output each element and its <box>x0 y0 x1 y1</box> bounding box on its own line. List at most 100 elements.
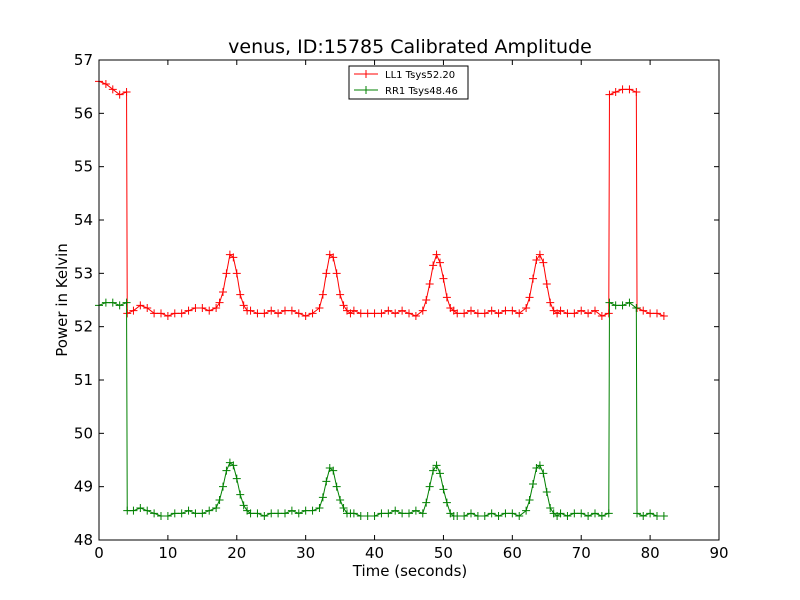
data-point <box>294 309 303 318</box>
data-point <box>222 269 231 278</box>
data-point <box>123 309 132 318</box>
data-point <box>429 466 438 475</box>
data-point <box>391 309 400 318</box>
x-tick-label: 30 <box>296 544 315 562</box>
data-point <box>239 501 248 510</box>
data-point <box>405 309 413 318</box>
x-axis-ticks: 0 10 20 30 40 50 60 70 80 90 <box>94 60 729 562</box>
data-point <box>122 298 131 307</box>
data-point <box>632 304 641 312</box>
data-point <box>639 512 648 520</box>
data-point <box>115 90 124 99</box>
data-point <box>329 253 338 262</box>
data-point <box>215 298 224 307</box>
data-point <box>281 509 289 518</box>
data-point <box>191 304 200 312</box>
x-tick-label: 20 <box>227 544 246 562</box>
y-tick-label: 51 <box>74 371 93 389</box>
x-tick-label: 0 <box>94 544 104 562</box>
data-point <box>570 509 579 518</box>
legend-label: LL1 Tsys52.20 <box>385 70 455 81</box>
data-point <box>535 250 544 259</box>
series-0 <box>95 77 668 320</box>
data-point <box>267 509 276 518</box>
data-point <box>418 306 427 315</box>
data-point <box>122 88 131 96</box>
data-point <box>232 474 241 483</box>
legend-marker <box>362 86 370 94</box>
data-point <box>322 269 331 278</box>
data-point <box>356 512 365 520</box>
data-point <box>363 309 372 318</box>
data-point <box>170 309 179 318</box>
data-point <box>515 512 524 520</box>
data-point <box>163 312 172 320</box>
data-point <box>301 506 310 515</box>
data-point <box>281 306 289 315</box>
data-point <box>429 261 438 270</box>
data-point <box>473 512 482 520</box>
data-point <box>339 504 348 512</box>
data-point <box>605 90 614 99</box>
data-point <box>604 309 613 318</box>
data-point <box>653 309 661 318</box>
y-tick-label: 48 <box>74 531 93 549</box>
data-point <box>301 312 310 320</box>
data-point <box>101 298 110 307</box>
data-point <box>425 280 434 288</box>
data-point <box>377 509 386 518</box>
data-point <box>625 298 634 307</box>
x-tick-label: 50 <box>434 544 453 562</box>
data-point <box>604 509 613 518</box>
x-tick-label: 70 <box>572 544 591 562</box>
data-point <box>597 312 606 320</box>
data-point <box>422 296 431 304</box>
data-point <box>525 496 534 504</box>
data-point <box>653 512 661 520</box>
data-point <box>432 250 441 259</box>
data-point <box>198 509 207 518</box>
data-point <box>439 485 448 494</box>
data-point <box>522 506 531 515</box>
data-point <box>219 288 227 296</box>
data-point <box>349 306 358 315</box>
data-point <box>212 304 221 312</box>
data-point <box>577 306 586 315</box>
data-point <box>222 466 231 475</box>
data-point <box>191 509 200 518</box>
data-point <box>287 306 296 315</box>
data-point <box>253 509 262 518</box>
data-point <box>467 306 475 315</box>
data-point <box>556 509 565 518</box>
data-point <box>163 512 172 520</box>
data-point <box>625 85 634 94</box>
data-point <box>246 509 255 518</box>
data-point <box>315 504 324 512</box>
data-point <box>529 274 537 283</box>
data-point <box>239 301 248 310</box>
data-point <box>639 306 648 315</box>
legend-marker <box>362 70 370 78</box>
data-point <box>322 477 331 486</box>
data-point <box>253 309 262 318</box>
data-point <box>611 301 620 310</box>
legend-box <box>348 65 469 100</box>
data-point <box>439 274 448 283</box>
data-point <box>349 509 358 518</box>
data-point <box>108 85 117 94</box>
data-point <box>632 88 641 96</box>
data-point <box>157 512 165 520</box>
data-point <box>177 509 186 518</box>
data-point <box>453 512 462 520</box>
data-point <box>308 506 317 515</box>
data-point <box>370 512 379 520</box>
y-axis-ticks: 48 49 50 51 52 53 54 55 56 57 <box>74 51 719 549</box>
y-tick-label: 50 <box>74 424 93 442</box>
data-point <box>563 512 572 520</box>
data-point <box>198 304 207 312</box>
data-point <box>577 509 586 518</box>
data-point <box>546 298 555 307</box>
data-point <box>184 506 193 515</box>
data-point <box>339 301 348 310</box>
data-point <box>591 509 599 518</box>
